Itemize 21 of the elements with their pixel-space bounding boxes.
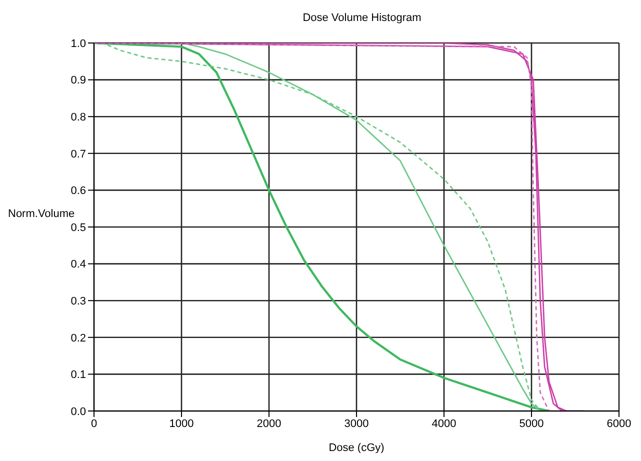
x-tick-label: 5000: [519, 418, 544, 430]
x-tick-label: 3000: [344, 418, 369, 430]
y-tick-label: 1.0: [70, 38, 86, 50]
y-tick-label: 0.6: [70, 185, 86, 198]
x-tick-label: 2000: [256, 418, 282, 430]
y-tick-label: 0.9: [70, 74, 86, 87]
chart-title: Dose Volume Histogram: [302, 12, 422, 24]
x-tick-label: 6000: [606, 418, 632, 430]
y-tick-label: 0.4: [70, 258, 86, 271]
x-tick-label: 4000: [432, 418, 456, 430]
y-tick-label: 0.2: [70, 332, 86, 344]
x-tick-label: 0: [90, 418, 98, 430]
y-tick-label: 0.8: [70, 112, 86, 124]
y-tick-label: 0.0: [70, 406, 86, 418]
y-axis-title: Norm.Volume: [8, 208, 75, 220]
x-axis-title: Dose (cGy): [328, 442, 384, 454]
x-tick-label: 1000: [169, 418, 194, 430]
y-tick-label: 0.5: [70, 222, 86, 234]
y-tick-label: 0.3: [70, 296, 86, 308]
y-tick-label: 0.7: [70, 148, 86, 160]
y-tick-label: 0.1: [70, 369, 86, 382]
